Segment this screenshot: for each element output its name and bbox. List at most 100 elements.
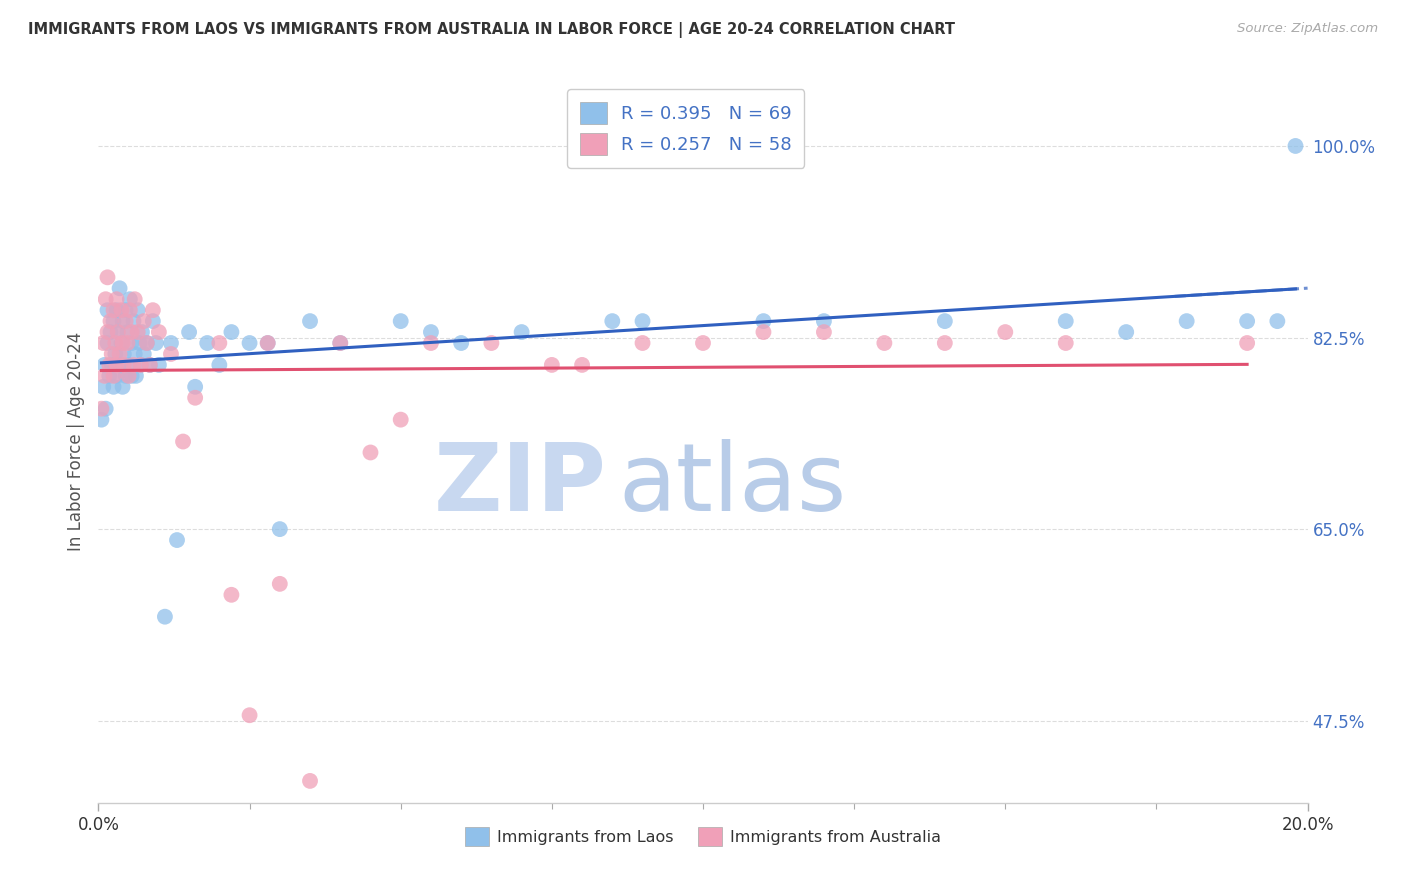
Y-axis label: In Labor Force | Age 20-24: In Labor Force | Age 20-24 — [66, 332, 84, 551]
Point — [481, 336, 503, 351]
Point — [91, 380, 114, 394]
Point — [127, 325, 149, 339]
Point — [118, 303, 141, 318]
Point — [105, 303, 128, 318]
Point — [256, 336, 278, 351]
Point — [256, 336, 278, 351]
Point — [269, 522, 291, 536]
Point — [121, 325, 143, 339]
Point — [90, 412, 112, 426]
Point — [107, 325, 129, 339]
Point — [131, 325, 153, 339]
Point — [96, 325, 118, 339]
Point — [631, 336, 654, 351]
Point — [179, 325, 201, 339]
Point — [110, 303, 132, 318]
Point — [135, 336, 157, 351]
Point — [118, 368, 141, 383]
Point — [100, 325, 122, 339]
Point — [112, 347, 135, 361]
Point — [139, 358, 162, 372]
Point — [142, 314, 165, 328]
Point — [118, 358, 141, 372]
Point — [104, 336, 127, 351]
Point — [153, 609, 176, 624]
Point — [100, 314, 122, 328]
Point — [184, 380, 207, 394]
Point — [208, 336, 231, 351]
Point — [132, 347, 155, 361]
Point — [96, 270, 118, 285]
Point — [329, 336, 352, 351]
Point — [114, 368, 136, 383]
Point — [121, 336, 143, 351]
Point — [1115, 325, 1137, 339]
Point — [420, 325, 443, 339]
Point — [873, 336, 896, 351]
Point — [118, 292, 141, 306]
Point — [1054, 336, 1077, 351]
Point — [107, 325, 129, 339]
Point — [389, 412, 412, 426]
Point — [121, 368, 143, 383]
Point — [111, 380, 134, 394]
Point — [994, 325, 1017, 339]
Point — [103, 380, 125, 394]
Point — [124, 292, 146, 306]
Point — [104, 347, 127, 361]
Point — [510, 325, 533, 339]
Point — [142, 303, 165, 318]
Point — [122, 314, 145, 328]
Point — [103, 303, 125, 318]
Point — [139, 358, 162, 372]
Point — [103, 368, 125, 383]
Point — [420, 336, 443, 351]
Point — [813, 325, 835, 339]
Point — [221, 588, 243, 602]
Point — [108, 281, 131, 295]
Legend: Immigrants from Laos, Immigrants from Australia: Immigrants from Laos, Immigrants from Au… — [458, 821, 948, 853]
Point — [98, 358, 121, 372]
Point — [602, 314, 624, 328]
Point — [934, 336, 956, 351]
Point — [96, 336, 118, 351]
Point — [103, 314, 125, 328]
Point — [299, 773, 322, 788]
Point — [100, 347, 122, 361]
Point — [148, 358, 170, 372]
Point — [1267, 314, 1289, 328]
Point — [329, 336, 352, 351]
Text: Source: ZipAtlas.com: Source: ZipAtlas.com — [1237, 22, 1378, 36]
Point — [299, 314, 322, 328]
Point — [108, 347, 131, 361]
Point — [100, 358, 122, 372]
Point — [93, 368, 115, 383]
Point — [692, 336, 714, 351]
Point — [1236, 314, 1258, 328]
Point — [145, 336, 167, 351]
Point — [160, 347, 183, 361]
Point — [94, 401, 117, 416]
Point — [752, 314, 775, 328]
Point — [239, 336, 262, 351]
Point — [96, 303, 118, 318]
Point — [125, 368, 148, 383]
Point — [111, 314, 134, 328]
Point — [112, 358, 135, 372]
Point — [135, 336, 157, 351]
Point — [166, 533, 188, 547]
Point — [208, 358, 231, 372]
Point — [1175, 314, 1198, 328]
Point — [934, 314, 956, 328]
Text: IMMIGRANTS FROM LAOS VS IMMIGRANTS FROM AUSTRALIA IN LABOR FORCE | AGE 20-24 COR: IMMIGRANTS FROM LAOS VS IMMIGRANTS FROM … — [28, 22, 955, 38]
Point — [105, 292, 128, 306]
Point — [110, 336, 132, 351]
Point — [160, 336, 183, 351]
Point — [129, 358, 152, 372]
Point — [540, 358, 562, 372]
Point — [1054, 314, 1077, 328]
Point — [124, 347, 146, 361]
Point — [172, 434, 194, 449]
Point — [269, 577, 291, 591]
Point — [111, 336, 134, 351]
